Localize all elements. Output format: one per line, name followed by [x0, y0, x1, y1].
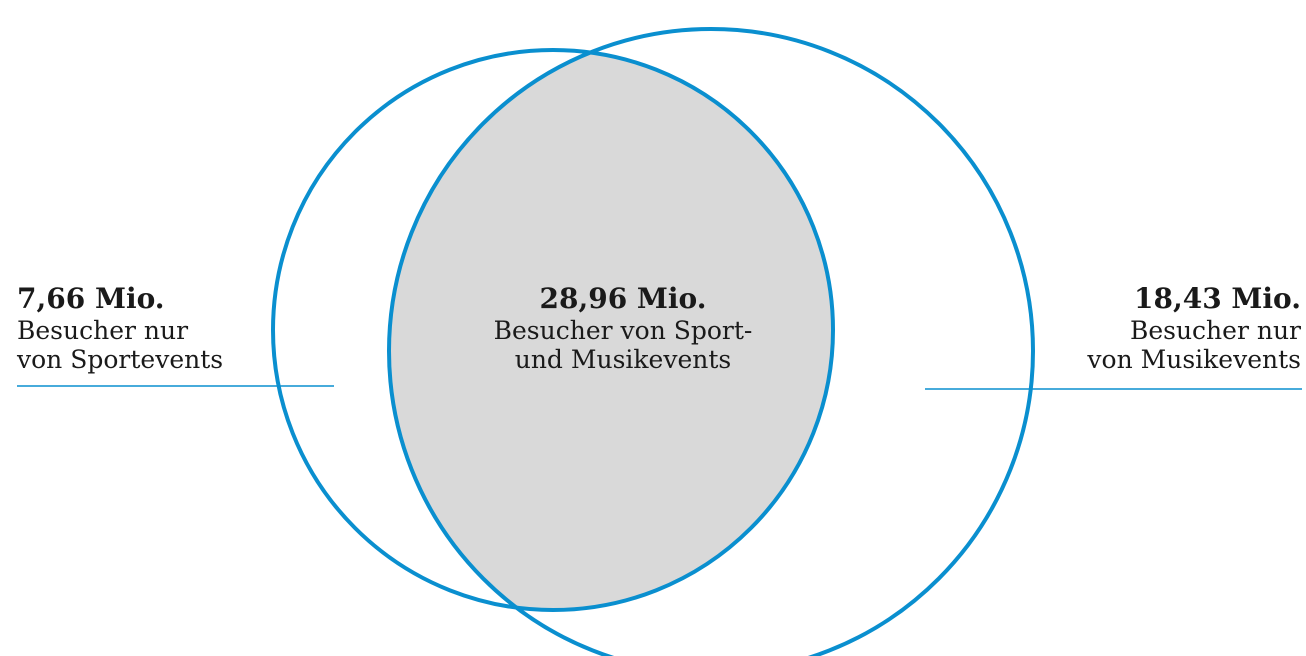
music-only-value: 18,43 Mio.: [1134, 282, 1301, 315]
overlap-region: [389, 50, 833, 610]
music-only-text-line1: Besucher nur: [1129, 316, 1301, 345]
sport-only-text-line1: Besucher nur: [17, 316, 189, 345]
music-only-label: 18,43 Mio. Besucher nur von Musikevents: [1087, 282, 1301, 374]
overlap-text-line2: und Musikevents: [514, 345, 732, 374]
overlap-value: 28,96 Mio.: [539, 282, 707, 315]
sport-only-value: 7,66 Mio.: [17, 282, 165, 315]
music-only-text-line2: von Musikevents: [1087, 345, 1301, 374]
sport-events-circle: [271, 48, 835, 612]
overlap-text-line1: Besucher von Sport-: [493, 316, 753, 345]
overlap-label: 28,96 Mio. Besucher von Sport- und Musik…: [453, 282, 793, 374]
sport-only-label: 7,66 Mio. Besucher nur von Sportevents: [17, 282, 223, 374]
sport-only-text-line2: von Sportevents: [17, 345, 224, 374]
music-events-circle: [387, 27, 1035, 656]
